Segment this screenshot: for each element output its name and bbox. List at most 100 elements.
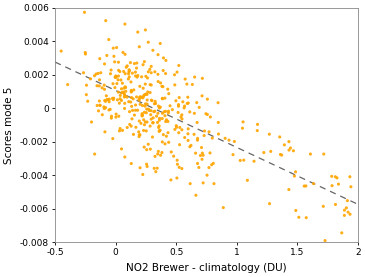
Point xyxy=(110,136,116,141)
Point xyxy=(168,150,174,154)
Point xyxy=(345,198,350,203)
Point xyxy=(92,152,97,156)
Point xyxy=(206,165,212,170)
Point xyxy=(147,124,153,128)
Point xyxy=(81,71,87,75)
Point xyxy=(199,145,204,150)
Point xyxy=(277,135,283,139)
Point xyxy=(165,111,171,115)
Point xyxy=(268,149,274,154)
Point xyxy=(134,95,139,99)
Point xyxy=(241,158,247,162)
Point xyxy=(163,58,169,63)
Point xyxy=(231,139,237,144)
Point xyxy=(85,99,91,104)
Point xyxy=(92,73,97,78)
Point xyxy=(335,182,341,186)
Point xyxy=(207,151,213,155)
Point xyxy=(166,140,172,145)
Point xyxy=(171,154,177,158)
Point xyxy=(136,130,142,134)
Point xyxy=(182,135,188,140)
Point xyxy=(145,76,150,80)
Point xyxy=(58,49,64,53)
Point xyxy=(200,153,206,158)
Point xyxy=(188,143,194,148)
Point xyxy=(140,63,146,67)
Point xyxy=(145,40,151,44)
Point xyxy=(144,120,150,124)
Point xyxy=(97,103,103,108)
Point xyxy=(151,102,157,106)
Point xyxy=(164,118,169,122)
Point xyxy=(138,121,144,125)
Point xyxy=(172,73,177,77)
Point xyxy=(108,116,114,120)
Point xyxy=(113,75,119,80)
Point xyxy=(311,181,316,186)
Point xyxy=(136,134,142,139)
Point xyxy=(343,242,349,246)
Point xyxy=(162,142,168,146)
Point xyxy=(147,90,153,95)
Point xyxy=(98,71,104,75)
Point xyxy=(303,216,309,220)
Point xyxy=(192,75,197,79)
Point xyxy=(176,104,181,109)
Point xyxy=(155,111,161,116)
Point xyxy=(127,60,133,65)
Point xyxy=(110,81,116,86)
Point xyxy=(179,166,185,171)
Point xyxy=(132,70,138,74)
Point xyxy=(157,41,163,46)
Point xyxy=(177,142,182,147)
Point xyxy=(114,75,119,79)
Point xyxy=(199,94,205,98)
Point xyxy=(149,98,155,103)
Point xyxy=(204,112,210,117)
Point xyxy=(128,88,134,93)
Point xyxy=(161,56,166,60)
Point xyxy=(145,70,151,74)
Point xyxy=(204,97,210,101)
Point xyxy=(293,208,299,213)
Point xyxy=(126,99,132,104)
Point xyxy=(108,71,114,76)
Point xyxy=(277,152,283,157)
Point xyxy=(204,173,210,177)
Point xyxy=(105,98,111,102)
Point xyxy=(307,152,313,156)
Point xyxy=(124,95,130,99)
Point xyxy=(115,98,120,102)
Point xyxy=(196,105,202,110)
Point xyxy=(176,130,182,135)
Point xyxy=(148,71,154,75)
Point xyxy=(131,61,137,66)
Point xyxy=(157,129,162,133)
Point xyxy=(155,152,161,156)
Point xyxy=(116,101,122,105)
Point xyxy=(119,90,125,95)
Point xyxy=(138,94,143,99)
Point xyxy=(168,178,174,182)
Point xyxy=(148,117,154,121)
Point xyxy=(101,87,107,91)
Point xyxy=(197,153,203,158)
Point xyxy=(96,109,101,113)
Point xyxy=(116,129,122,133)
Point xyxy=(137,133,143,137)
Point xyxy=(187,145,193,149)
Point xyxy=(215,120,221,125)
Point xyxy=(159,116,165,121)
Point xyxy=(185,127,191,131)
Point xyxy=(115,74,121,78)
Point xyxy=(211,181,217,186)
Point xyxy=(210,136,215,140)
Point xyxy=(161,110,167,114)
Point xyxy=(141,93,147,98)
Point xyxy=(84,83,89,88)
Point xyxy=(160,140,165,144)
Point xyxy=(124,125,130,130)
Point xyxy=(99,112,105,117)
Point xyxy=(116,60,122,65)
